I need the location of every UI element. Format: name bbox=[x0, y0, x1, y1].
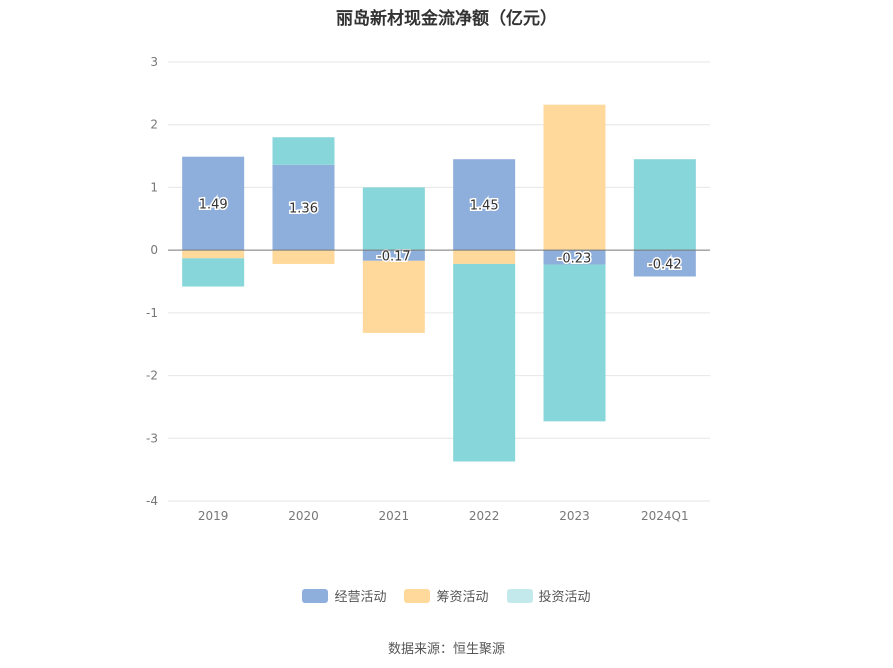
bar-segment bbox=[182, 156, 245, 251]
data-label: -0.23 bbox=[558, 251, 592, 266]
axis-layer: 3 2 1 0 -1 -2 -3 -4 2019 2020 2021 2022 2023 2024Q1 bbox=[146, 55, 710, 523]
y-tick-label: 3 bbox=[150, 55, 158, 69]
labels-layer: 1.49 1.36 -0.17 1.45 -0.23 -0.42 bbox=[197, 196, 683, 274]
source-note: 数据来源：恒生聚源 bbox=[387, 642, 505, 657]
y-tick-label: -1 bbox=[146, 306, 158, 320]
y-tick-label: 1 bbox=[150, 180, 158, 194]
y-tick-label: 0 bbox=[150, 243, 158, 257]
bar-segment bbox=[453, 250, 516, 264]
bar-segment bbox=[543, 104, 606, 251]
data-label: 1.45 bbox=[470, 199, 499, 214]
bar-segment bbox=[633, 250, 696, 277]
y-tick-label: -4 bbox=[146, 494, 158, 508]
y-tick-label: -2 bbox=[146, 369, 158, 383]
x-tick-label: 2024Q1 bbox=[641, 509, 689, 523]
y-tick-label: -3 bbox=[146, 431, 158, 445]
legend-label-operating: 经营活动 bbox=[334, 590, 387, 605]
bar-segment bbox=[362, 250, 425, 261]
data-label: 1.49 bbox=[199, 197, 228, 212]
x-tick-label: 2022 bbox=[469, 509, 500, 523]
bar-segment bbox=[362, 187, 425, 251]
bar-segment bbox=[453, 263, 516, 462]
bar-segment bbox=[362, 260, 425, 333]
x-tick-label: 2019 bbox=[198, 509, 229, 523]
bar-segment bbox=[272, 250, 335, 264]
bar-segment bbox=[543, 264, 606, 422]
bars-layer bbox=[182, 104, 696, 462]
bar-segment bbox=[272, 164, 335, 251]
bar-segment bbox=[453, 159, 516, 251]
legend-label-financing: 筹资活动 bbox=[436, 590, 489, 605]
legend-swatch-operating bbox=[302, 588, 329, 603]
y-tick-label: 2 bbox=[150, 118, 158, 132]
x-tick-label: 2023 bbox=[559, 509, 590, 523]
legend: 经营活动 筹资活动 投资活动 bbox=[0, 586, 893, 605]
data-label: -0.42 bbox=[648, 257, 682, 272]
x-tick-label: 2021 bbox=[379, 509, 410, 523]
bar-segment bbox=[543, 250, 606, 265]
legend-label-investing: 投资活动 bbox=[538, 590, 591, 605]
chart-plot: 1.49 1.36 -0.17 1.45 -0.23 -0.42 3 2 1 0 -1 -2 -3 -4… bbox=[146, 55, 710, 523]
bar-segment bbox=[633, 159, 696, 251]
legend-item-financing[interactable]: 筹资活动 bbox=[404, 586, 489, 605]
legend-item-operating[interactable]: 经营活动 bbox=[302, 586, 386, 605]
bar-segment bbox=[182, 250, 245, 259]
data-label: 1.36 bbox=[289, 201, 318, 216]
grid-layer bbox=[168, 61, 710, 502]
legend-swatch-investing bbox=[506, 588, 533, 603]
bar-segment bbox=[182, 258, 245, 287]
data-label: -0.17 bbox=[377, 249, 411, 264]
legend-swatch-financing bbox=[404, 588, 431, 603]
bar-segment bbox=[272, 137, 335, 165]
chart-title: 丽岛新材现金流净额（亿元） bbox=[336, 9, 557, 29]
legend-item-investing[interactable]: 投资活动 bbox=[506, 586, 591, 605]
x-tick-label: 2020 bbox=[288, 509, 319, 523]
